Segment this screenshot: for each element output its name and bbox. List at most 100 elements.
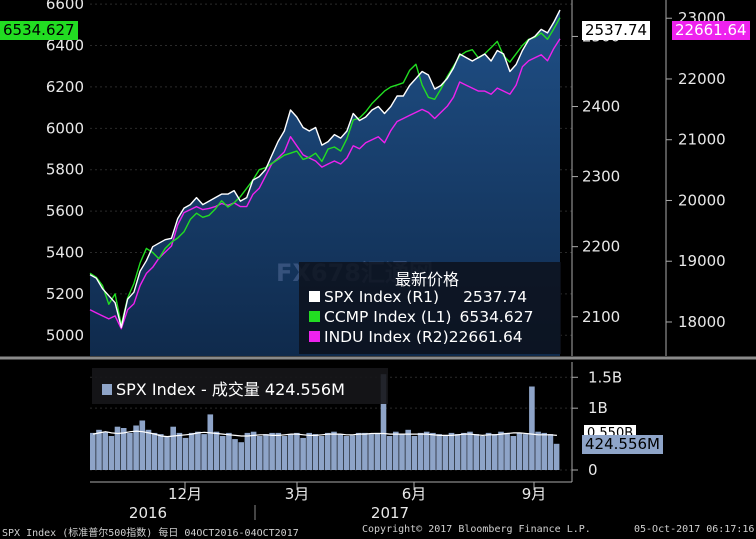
volume-bar [275, 432, 282, 470]
volume-bar [492, 434, 498, 470]
volume-bar [133, 425, 139, 470]
volume-bar [294, 432, 300, 470]
volume-bar [300, 437, 306, 470]
tick-right2-0: 18000 [678, 313, 726, 331]
volume-bar [213, 431, 220, 470]
volume-bar [380, 374, 387, 470]
volume-bar [516, 432, 523, 470]
volume-bar [498, 431, 504, 470]
volume-bar [158, 434, 164, 470]
volume-bar [102, 431, 108, 470]
tick-left-1: 5200 [46, 285, 84, 303]
x-tick-3: 9月 [522, 485, 547, 503]
footer-right: 05-Oct-2017 06:17:16 [634, 524, 755, 535]
volume-bar [423, 431, 430, 470]
volume-bar [411, 436, 418, 470]
volume-bar [362, 432, 368, 470]
volume-bar [120, 428, 127, 470]
volume-bar [349, 435, 356, 470]
x-tick-2: 6月 [402, 485, 427, 503]
volume-bar [417, 432, 424, 470]
volume-bar [405, 429, 411, 470]
legend-item-indu: INDU Index (R2)22661.64 [309, 328, 523, 346]
volume-bar [90, 432, 96, 470]
volume-bar [269, 432, 275, 470]
volume-bar [244, 432, 251, 470]
volume-bar [188, 432, 195, 470]
volume-bar [238, 442, 244, 470]
volume-bar [281, 436, 288, 470]
volume-bar [325, 432, 331, 470]
volume-bar [479, 436, 486, 470]
volume-bar [312, 434, 319, 470]
volume-legend-swatch [102, 384, 112, 395]
price-legend: 最新价格 SPX Index (R1) 2537.74 CCMP Index (L… [299, 262, 561, 354]
volume-bar [386, 436, 393, 470]
volume-bars [90, 374, 560, 470]
tick-right1-0: 2100 [582, 308, 620, 326]
volume-bar [176, 432, 183, 470]
tick-left-2: 5400 [46, 244, 84, 262]
volume-bar [454, 434, 461, 470]
volume-bar [535, 431, 541, 470]
price-series-lines [89, 9, 561, 330]
volume-partial-badge: 0.550B [584, 425, 637, 437]
volume-bar [467, 431, 473, 470]
tick-left-3: 5600 [46, 202, 84, 220]
volume-bar [108, 436, 115, 470]
volume-bar [257, 436, 263, 470]
volume-bar [164, 436, 170, 470]
volume-bar [207, 414, 214, 470]
tick-right1-2: 2300 [582, 168, 620, 186]
tick-left-5: 6000 [46, 119, 84, 137]
volume-bar [331, 431, 337, 470]
volume-bar [541, 432, 547, 470]
volume-bar [393, 431, 399, 470]
x-tick-1: 3月 [285, 485, 310, 503]
volume-bar [529, 386, 535, 470]
volume-bar [226, 432, 232, 470]
volume-bar [374, 432, 381, 470]
volume-bar [145, 429, 152, 470]
volume-bar [114, 426, 121, 470]
volume-bar [504, 432, 510, 470]
axes: 5000 5200 5400 5600 5800 6000 6200 6400 6600 2100… [46, 0, 726, 522]
spx-line [89, 9, 561, 328]
volume-bar [473, 434, 479, 470]
legend-swatch-spx [309, 291, 320, 302]
legend-item-spx: SPX Index (R1) 2537.74 [309, 288, 527, 306]
volume-bar [436, 434, 442, 470]
year-label-0: 2016 [129, 504, 167, 522]
volume-bar [287, 434, 294, 470]
tick-left-8: 6600 [46, 0, 84, 13]
volume-last-badge: 424.556M [582, 435, 663, 454]
tick-left-4: 5800 [46, 161, 84, 179]
volume-bar [553, 443, 560, 470]
tick-left-6: 6200 [46, 78, 84, 96]
volume-bar [318, 436, 325, 470]
legend-item-ccmp: CCMP Index (L1) 6534.627 [309, 308, 533, 326]
volume-bar [430, 432, 436, 470]
tick-left-7: 6400 [46, 37, 84, 55]
volume-bar [170, 426, 176, 470]
volume-bar [448, 432, 455, 470]
volume-bar [139, 420, 146, 470]
legend-swatch-ccmp [309, 311, 320, 322]
year-label-1: 2017 [371, 504, 409, 522]
volume-bar [195, 431, 201, 470]
tick-right2-2: 20000 [678, 191, 726, 209]
volume-bar [547, 434, 554, 470]
volume-bar [201, 434, 207, 470]
volume-bar [219, 436, 226, 470]
volume-bar [522, 434, 529, 470]
volume-bar [127, 432, 133, 470]
indu-last-badge: 22661.64 [672, 21, 750, 40]
volume-bar [399, 434, 405, 470]
vol-tick-0: 0 [588, 461, 598, 479]
volume-bar [250, 431, 257, 470]
tick-left-0: 5000 [46, 326, 84, 344]
volume-bar [306, 432, 312, 470]
volume-bar [510, 436, 517, 470]
volume-bar [151, 432, 158, 470]
volume-legend-label: SPX Index - 成交量 424.556M [102, 376, 345, 400]
